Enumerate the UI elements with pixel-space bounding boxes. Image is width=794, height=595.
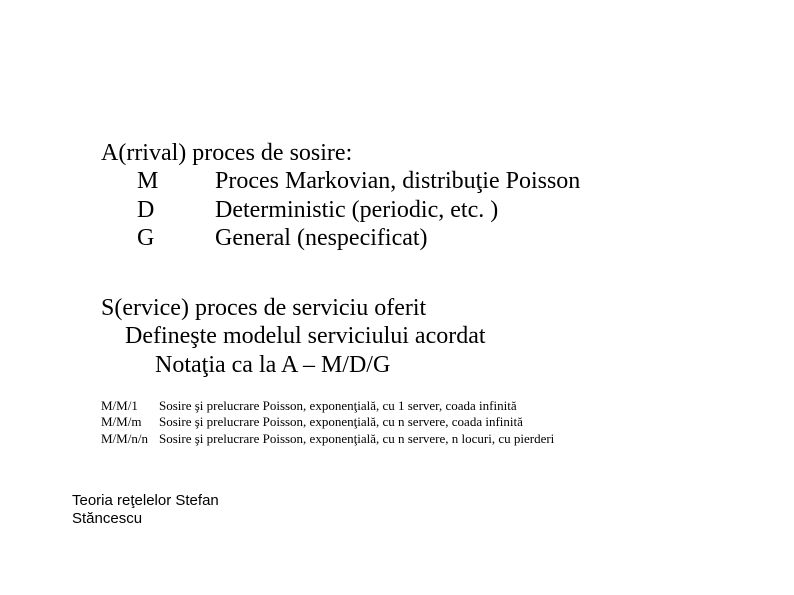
examples-block: M/M/1Sosire şi prelucrare Poisson, expon… — [101, 398, 741, 447]
footer-line1: Teoria reţelelor Stefan — [72, 492, 252, 510]
arrival-symbol: M — [137, 167, 215, 195]
arrival-item: DDeterministic (periodic, etc. ) — [137, 196, 721, 224]
example-desc: Sosire şi prelucrare Poisson, exponenţia… — [159, 398, 517, 413]
arrival-desc: Proces Markovian, distribuţie Poisson — [215, 168, 580, 194]
example-code: M/M/m — [101, 414, 159, 430]
service-line3: Notaţia ca la A – M/D/G — [155, 351, 721, 379]
arrival-item: GGeneral (nespecificat) — [137, 224, 721, 252]
arrival-list: MProces Markovian, distribuţie Poisson D… — [137, 167, 721, 252]
example-code: M/M/1 — [101, 398, 159, 414]
arrival-block: A(rrival) proces de sosire: MProces Mark… — [101, 139, 721, 252]
footer-line2: Stăncescu — [72, 510, 252, 528]
example-desc: Sosire şi prelucrare Poisson, exponenţia… — [159, 431, 554, 446]
slide: A(rrival) proces de sosire: MProces Mark… — [0, 0, 794, 595]
arrival-symbol: G — [137, 224, 215, 252]
footer: Teoria reţelelor Stefan Stăncescu — [72, 492, 252, 528]
service-line2: Defineşte modelul serviciului acordat — [125, 322, 721, 350]
arrival-desc: General (nespecificat) — [215, 225, 428, 251]
arrival-heading: A(rrival) proces de sosire: — [101, 139, 721, 167]
arrival-item: MProces Markovian, distribuţie Poisson — [137, 167, 721, 195]
example-desc: Sosire şi prelucrare Poisson, exponenţia… — [159, 414, 523, 429]
example-row: M/M/n/nSosire şi prelucrare Poisson, exp… — [101, 431, 741, 447]
service-heading: S(ervice) proces de serviciu oferit — [101, 294, 721, 322]
example-row: M/M/mSosire şi prelucrare Poisson, expon… — [101, 414, 741, 430]
example-row: M/M/1Sosire şi prelucrare Poisson, expon… — [101, 398, 741, 414]
example-code: M/M/n/n — [101, 431, 159, 447]
service-block: S(ervice) proces de serviciu oferit Defi… — [101, 294, 721, 379]
arrival-desc: Deterministic (periodic, etc. ) — [215, 197, 498, 223]
arrival-symbol: D — [137, 196, 215, 224]
